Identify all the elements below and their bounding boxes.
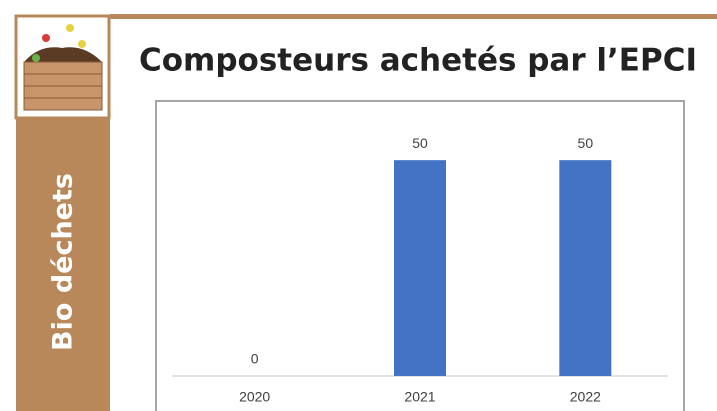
value-label: 50 xyxy=(412,135,428,151)
x-tick-label: 2022 xyxy=(570,389,601,405)
compost-icon xyxy=(23,24,103,111)
value-label: 50 xyxy=(578,135,594,151)
top-rule xyxy=(110,14,717,19)
sidebar xyxy=(16,118,110,411)
x-tick-label: 2021 xyxy=(404,389,435,405)
bar xyxy=(559,160,612,376)
sidebar-label: Bio déchets xyxy=(48,173,79,351)
chart-title: Composteurs achetés par l’EPCI xyxy=(139,43,697,79)
x-tick-label: 2020 xyxy=(239,389,270,405)
value-label: 0 xyxy=(251,351,259,367)
bar xyxy=(394,160,446,376)
